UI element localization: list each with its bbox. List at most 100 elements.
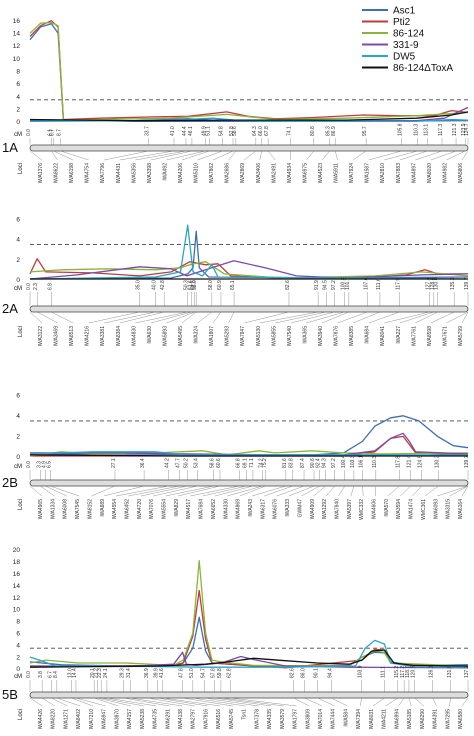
marker-name: IWA8020 bbox=[427, 163, 433, 184]
marker-connector bbox=[306, 150, 314, 161]
marker-name: IWA7924 bbox=[349, 163, 355, 184]
marker-name: IWA8152 bbox=[87, 499, 93, 520]
marker-name: IWA5911 bbox=[334, 163, 340, 183]
cm-position: 137.2 bbox=[464, 665, 470, 678]
marker-name: IWA4431 bbox=[116, 163, 122, 184]
marker-connector bbox=[130, 697, 183, 707]
chromosome-label: 1A bbox=[2, 140, 18, 155]
series-line-86-124 bbox=[29, 21, 469, 121]
cm-position: 83.8 bbox=[289, 458, 295, 468]
marker-name: IWA4216 bbox=[85, 326, 91, 347]
marker-connector bbox=[449, 485, 469, 497]
cm-position: 51.1 bbox=[205, 126, 211, 136]
marker-connector bbox=[150, 311, 192, 324]
marker-name: IWA8220 bbox=[51, 709, 57, 730]
marker-connector bbox=[162, 697, 221, 707]
y-tick-label: 4 bbox=[16, 413, 20, 420]
cm-position: 127.4 bbox=[425, 277, 431, 290]
marker-connector bbox=[165, 485, 214, 497]
cm-position: 130.3 bbox=[435, 455, 441, 468]
marker-connector bbox=[251, 485, 286, 497]
marker-connector bbox=[56, 697, 81, 707]
marker-connector bbox=[244, 311, 290, 324]
marker-connector bbox=[415, 150, 443, 161]
marker-connector bbox=[104, 311, 156, 324]
marker-connector bbox=[424, 485, 439, 497]
marker-name: IWA889 bbox=[100, 499, 106, 517]
marker-connector bbox=[399, 311, 434, 324]
marker-name: IWA6093 bbox=[433, 499, 439, 520]
series-line-86-124 bbox=[29, 560, 469, 667]
marker-name: IWA4869 bbox=[236, 499, 242, 520]
marker-name: IWA4206 bbox=[178, 163, 184, 184]
y-tick-label: 8 bbox=[16, 619, 20, 626]
marker-connector bbox=[197, 150, 223, 161]
marker-name: IWA8031 bbox=[369, 709, 375, 730]
cm-position: 117.8 bbox=[395, 456, 401, 468]
cm-position: 94.3 bbox=[322, 458, 328, 468]
cm-position: 103.3 bbox=[350, 455, 356, 468]
marker-connector bbox=[290, 150, 292, 161]
marker-connector bbox=[362, 485, 364, 497]
legend-label: Pti2 bbox=[393, 17, 411, 28]
marker-connector bbox=[461, 311, 469, 324]
y-tick-label: 8 bbox=[16, 69, 20, 76]
cm-position: 120.5 bbox=[411, 665, 417, 678]
marker-name: IWA3398 bbox=[147, 163, 153, 184]
marker-connector bbox=[275, 311, 327, 324]
y-tick-label: 2 bbox=[16, 257, 20, 264]
cm-position: 8.4 bbox=[53, 671, 59, 678]
marker-name: IWA5356 bbox=[131, 163, 137, 184]
cm-position: 86.0 bbox=[301, 668, 307, 678]
marker-name: IWA6994 bbox=[394, 709, 400, 730]
cm-position: 53.0 bbox=[192, 280, 198, 290]
marker-connector bbox=[147, 697, 195, 707]
marker-name: IWA4523 bbox=[318, 163, 324, 184]
marker-name: IWA1474 bbox=[409, 499, 415, 520]
marker-name: IWA570 bbox=[384, 499, 390, 517]
marker-connector bbox=[97, 697, 132, 707]
cm-position: 59.8 bbox=[217, 668, 223, 678]
marker-connector bbox=[290, 311, 335, 324]
marker-name: IWA7671 bbox=[442, 326, 448, 347]
cm-position: 41.6 bbox=[159, 668, 165, 678]
marker-connector bbox=[384, 311, 430, 324]
marker-name: IWA7210 bbox=[89, 709, 95, 730]
marker-connector bbox=[313, 485, 326, 497]
panel-5B: 0 2 4 6 8 10 12 14 16 18 20 cM 0.0 3.8 6.7 8.4 13.014.4 2… bbox=[2, 547, 470, 729]
marker-connector bbox=[372, 697, 385, 707]
cm-position: 0.0 bbox=[26, 129, 32, 136]
marker-name: IWA6580 bbox=[458, 709, 464, 730]
marker-connector bbox=[40, 485, 55, 497]
cm-position: 62.8 bbox=[226, 668, 232, 678]
y-tick-label: 18 bbox=[13, 559, 21, 566]
cm-position: 86.9 bbox=[331, 126, 337, 136]
loci-label: Loci bbox=[18, 326, 24, 337]
marker-name: IWA684 bbox=[365, 326, 371, 344]
marker-name: IWA7394 bbox=[356, 709, 362, 730]
marker-connector bbox=[228, 150, 236, 161]
marker-connector bbox=[75, 697, 106, 707]
marker-name: IWA5185 bbox=[407, 709, 413, 730]
marker-connector bbox=[400, 485, 411, 497]
marker-name: WMC332 bbox=[359, 499, 365, 520]
marker-connector bbox=[53, 150, 74, 161]
marker-name: IWA1587 bbox=[365, 163, 371, 184]
marker-connector bbox=[387, 485, 400, 497]
cm-position: 14.4 bbox=[72, 668, 78, 678]
marker-connector bbox=[337, 311, 368, 324]
marker-name: IWA7076 bbox=[149, 499, 155, 520]
cm-position: 82.6 bbox=[285, 280, 291, 290]
marker-name: IWA7545 bbox=[75, 499, 81, 520]
marker-connector bbox=[412, 485, 422, 497]
marker-name: IWA1292 bbox=[322, 499, 328, 520]
marker-connector bbox=[317, 697, 335, 707]
marker-name: IWA4517 bbox=[186, 499, 192, 520]
marker-name: IWA4909 bbox=[310, 499, 316, 520]
marker-name: IWA227 bbox=[396, 326, 402, 344]
cm-position: 6.8 bbox=[47, 283, 53, 290]
marker-connector bbox=[399, 150, 428, 161]
cm-position: 74.2 bbox=[259, 458, 265, 468]
marker-connector bbox=[192, 697, 246, 707]
cm-position: 57.8 bbox=[211, 668, 217, 678]
